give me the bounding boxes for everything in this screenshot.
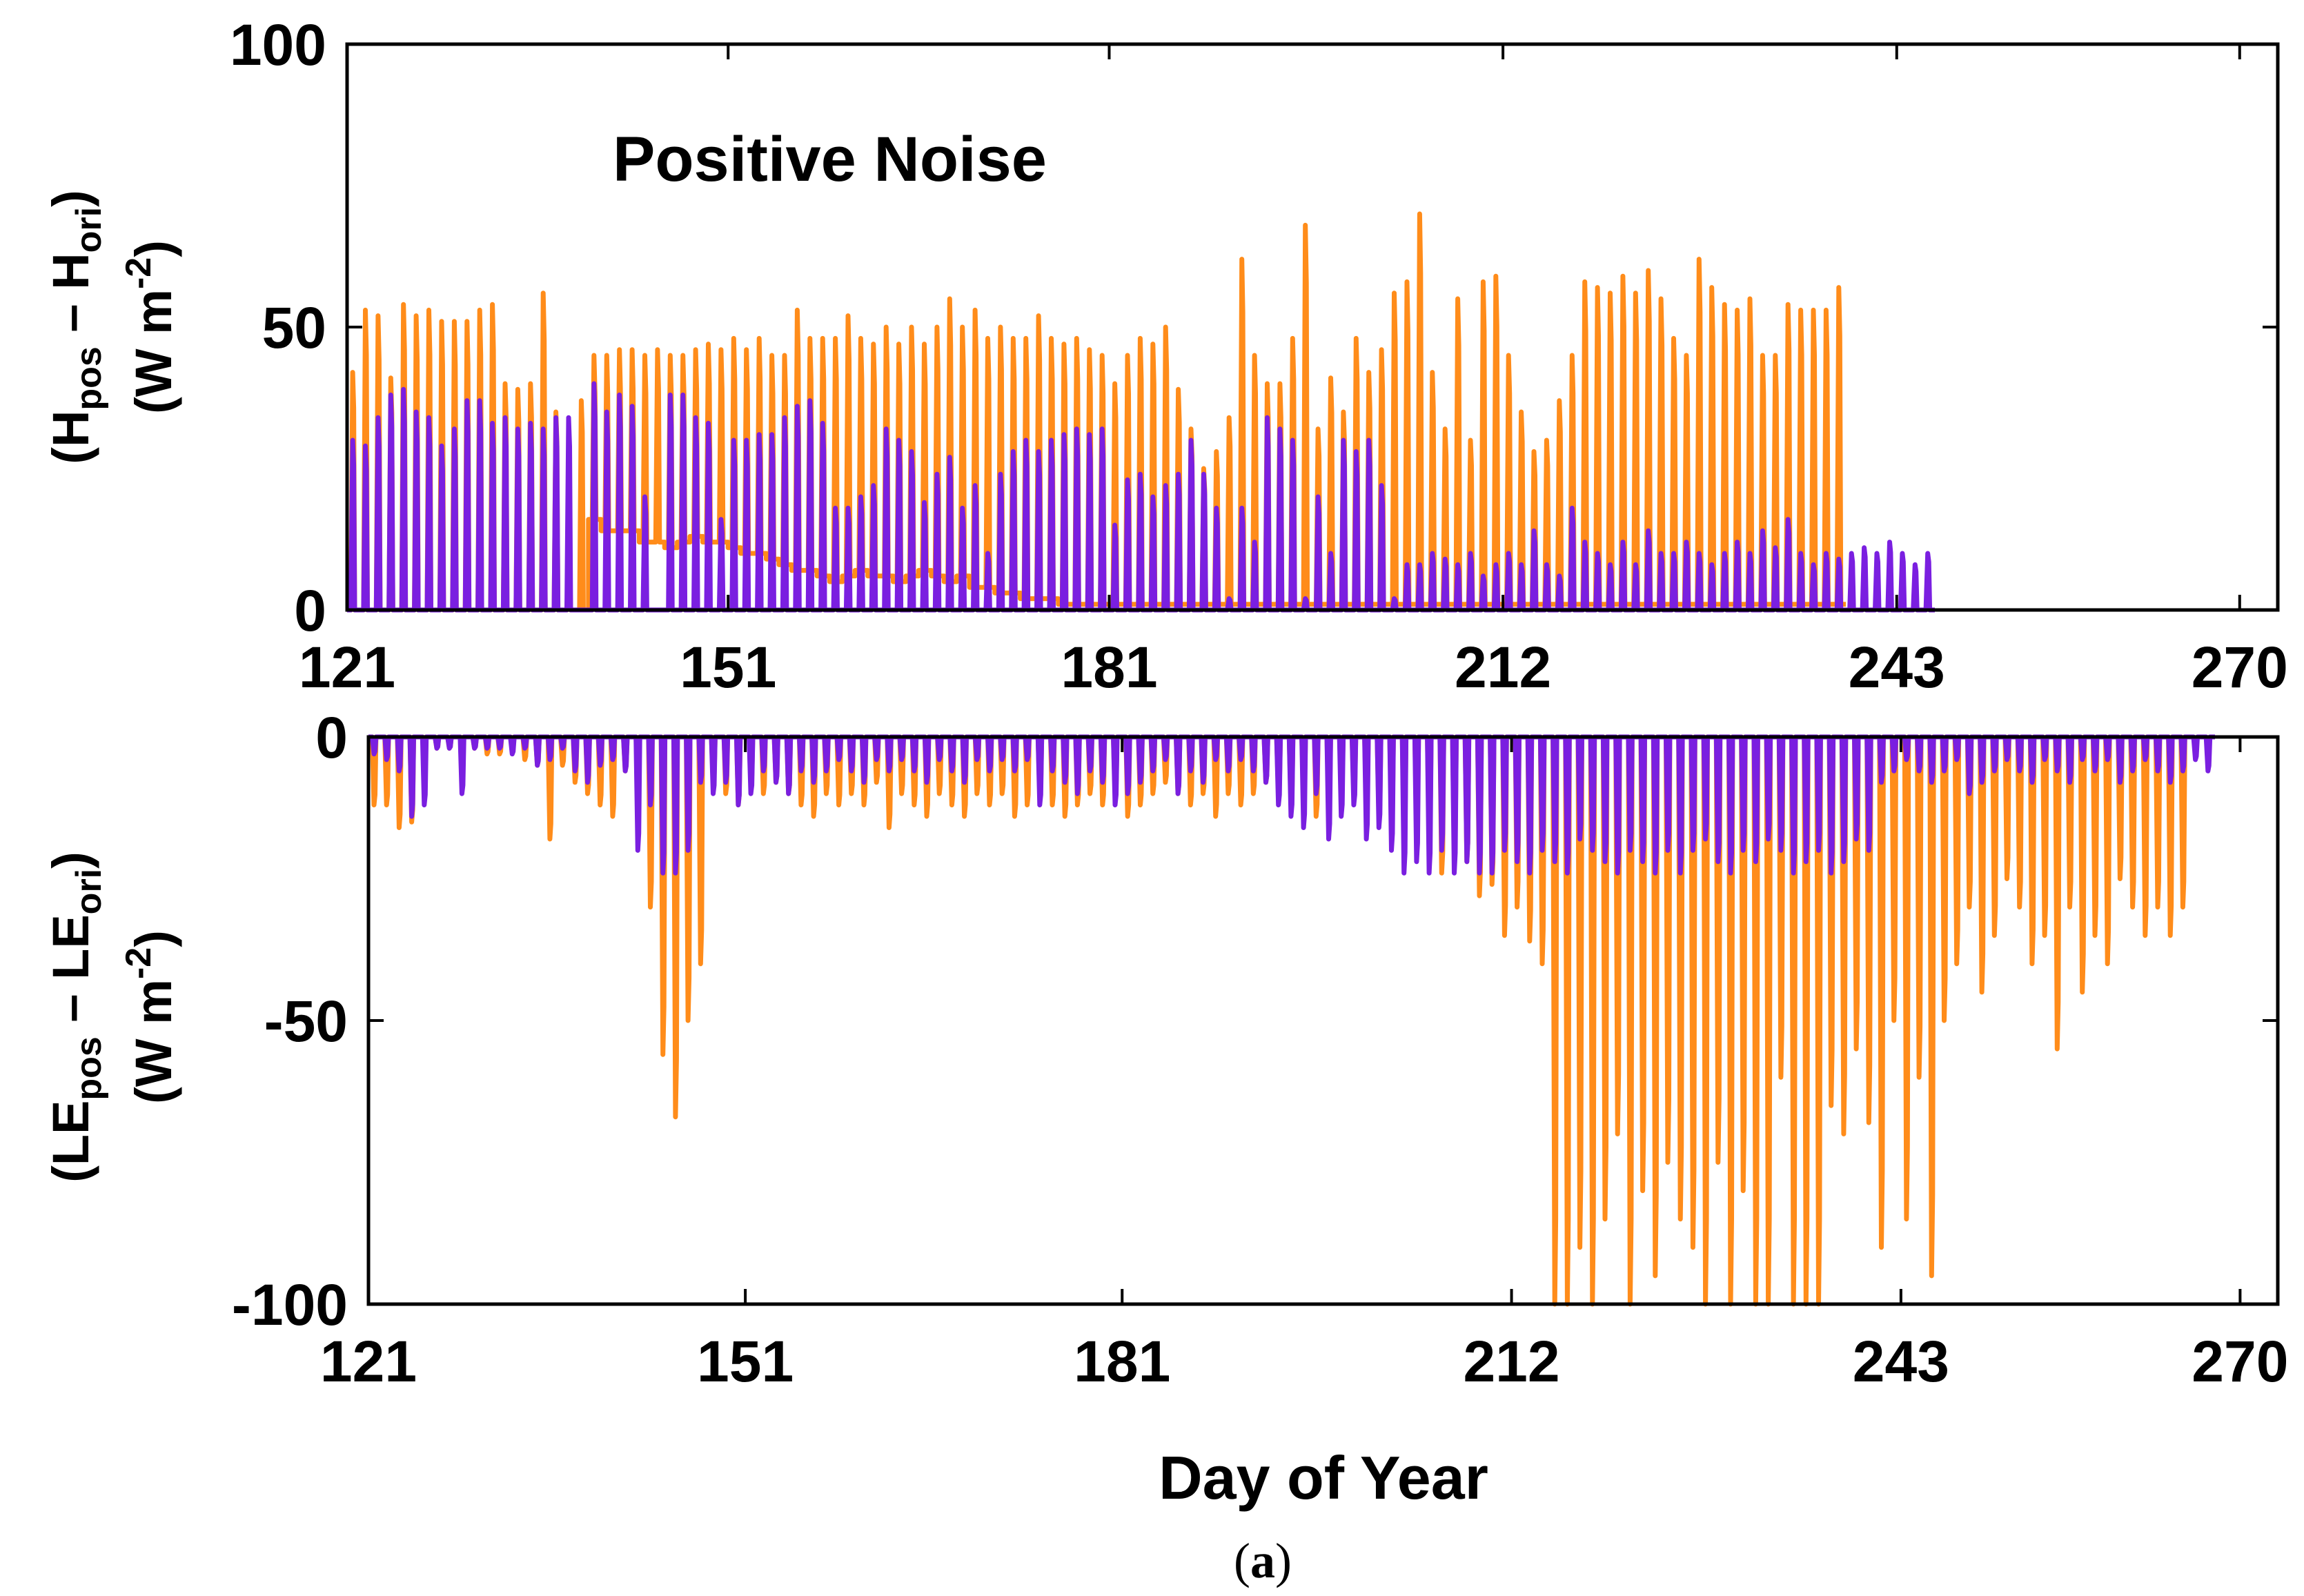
bottom-xtick-label: 270 — [2192, 1329, 2288, 1394]
top-xtick-label: 181 — [1061, 635, 1157, 700]
top-ticks: 121 151 181 212 243 270 0 50 100 — [230, 12, 2288, 700]
x-axis-label: Day of Year — [1159, 1444, 1488, 1512]
bottom-xtick-label: 212 — [1463, 1329, 1559, 1394]
bottom-ylabel: (LEpos – LEori) (W m-2) — [42, 851, 182, 1183]
top-ytick-label: 0 — [294, 578, 326, 643]
figure-caption: (a) — [1234, 1533, 1292, 1588]
top-xtick-label: 270 — [2192, 635, 2288, 700]
bottom-xtick-label: 181 — [1074, 1329, 1170, 1394]
svg-text:(W m-2): (W m-2) — [119, 240, 182, 414]
bottom-series-orange — [368, 734, 2190, 1307]
svg-text:(W m-2): (W m-2) — [119, 930, 182, 1104]
top-ylabel: (Hpos – Hori) (W m-2) — [42, 190, 182, 464]
annotation-positive-noise: Positive Noise — [613, 124, 1047, 195]
bottom-series-group — [368, 734, 2215, 1307]
top-xtick-label: 243 — [1849, 635, 1945, 700]
bottom-ytick-label: -100 — [232, 1272, 348, 1337]
top-ytick-label: 50 — [262, 295, 326, 360]
top-xtick-label: 151 — [680, 635, 776, 700]
top-series-group — [347, 211, 1935, 613]
bottom-ytick-label: 0 — [315, 705, 348, 770]
svg-text:(LEpos – LEori): (LEpos – LEori) — [42, 851, 109, 1183]
bottom-ticks: 121 151 181 212 243 270 0 -50 -100 — [232, 705, 2289, 1394]
top-xtick-label: 212 — [1455, 635, 1551, 700]
bottom-xtick-label: 243 — [1853, 1329, 1949, 1394]
bottom-xtick-label: 151 — [697, 1329, 794, 1394]
bottom-ytick-label: -50 — [264, 989, 348, 1054]
svg-text:(Hpos – Hori): (Hpos – Hori) — [42, 190, 109, 464]
bottom-series-purple — [368, 734, 2215, 876]
top-xtick-label: 121 — [299, 635, 395, 700]
top-ytick-label: 100 — [230, 12, 326, 77]
bottom-panel: 121 151 181 212 243 270 0 -50 -100 (LEpos – LEor… — [42, 705, 2288, 1512]
bottom-xtick-label: 121 — [320, 1329, 417, 1394]
